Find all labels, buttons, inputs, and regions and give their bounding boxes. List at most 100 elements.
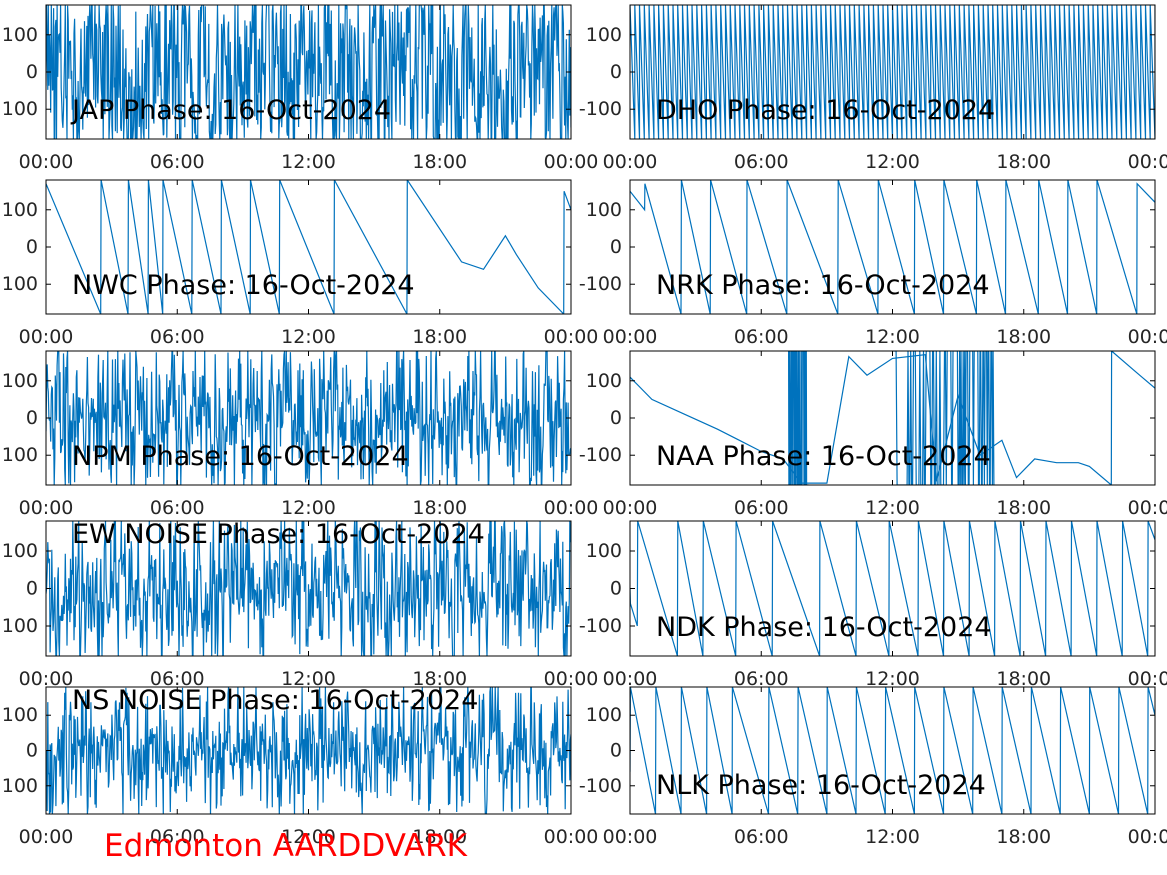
x-tick-label: 18:00 bbox=[996, 497, 1051, 519]
x-tick-label: 18:00 bbox=[412, 668, 467, 690]
panel-nrk: 100 0 -100 00:00 06:00 12:00 18:00 00:00 NRK Pha… bbox=[579, 179, 1167, 348]
x-tick-label: 00:00 bbox=[1128, 326, 1167, 348]
phase-series-ndk bbox=[630, 521, 1155, 656]
phase-series-naa bbox=[630, 351, 1155, 485]
panel-ns-noise: 100 0 100 00:00 06:00 12:00 18:00 00:00 NS NOISE… bbox=[2, 685, 599, 848]
x-tick-label: 06:00 bbox=[150, 826, 205, 848]
phase-series-jap bbox=[46, 5, 571, 139]
y-tick-label: 100 bbox=[586, 370, 622, 392]
x-tick-label: 00:00 bbox=[603, 826, 658, 848]
x-tick-label: 12:00 bbox=[281, 151, 336, 173]
x-tick-label: 18:00 bbox=[412, 326, 467, 348]
panel-ew-noise: 100 0 100 00:00 06:00 12:00 18:00 00:00 EW NOISE… bbox=[2, 519, 599, 690]
x-tick-label: 12:00 bbox=[281, 668, 336, 690]
x-tick-label: 00:00 bbox=[19, 326, 74, 348]
y-tick-label: 0 bbox=[26, 236, 38, 258]
x-tick-label: 00:00 bbox=[1128, 826, 1167, 848]
y-tick-label: 100 bbox=[2, 615, 38, 637]
x-tick-label: 18:00 bbox=[412, 497, 467, 519]
panel-title: NS NOISE Phase: 16-Oct-2024 bbox=[72, 685, 478, 716]
y-tick-label: 0 bbox=[610, 407, 622, 429]
x-tick-label: 06:00 bbox=[150, 151, 205, 173]
y-tick-label: 0 bbox=[26, 407, 38, 429]
y-tick-label: 100 bbox=[2, 704, 38, 726]
y-tick-label: 0 bbox=[610, 61, 622, 83]
x-tick-label: 00:00 bbox=[544, 151, 599, 173]
phase-series-npm bbox=[46, 351, 571, 485]
station-caption: Edmonton AARDDVARK bbox=[104, 828, 468, 864]
x-tick-label: 12:00 bbox=[281, 497, 336, 519]
phase-series-nwc bbox=[46, 180, 571, 314]
y-tick-label: 0 bbox=[26, 578, 38, 600]
x-tick-label: 06:00 bbox=[150, 668, 205, 690]
x-tick-label: 18:00 bbox=[996, 326, 1051, 348]
x-tick-label: 06:00 bbox=[734, 826, 789, 848]
x-tick-label: 06:00 bbox=[150, 497, 205, 519]
y-tick-label: 100 bbox=[586, 24, 622, 46]
x-tick-label: 00:00 bbox=[603, 668, 658, 690]
x-tick-label: 12:00 bbox=[281, 326, 336, 348]
x-tick-label: 18:00 bbox=[996, 668, 1051, 690]
panel-dho: 100 0 -100 00:00 06:00 12:00 18:00 00:00 DHO Pha… bbox=[579, 4, 1167, 173]
y-tick-label: 0 bbox=[610, 740, 622, 762]
x-tick-label: 00:00 bbox=[19, 826, 74, 848]
panel-title: NPM Phase: 16-Oct-2024 bbox=[72, 441, 409, 472]
y-tick-label: 100 bbox=[2, 273, 38, 295]
x-tick-label: 12:00 bbox=[865, 668, 920, 690]
x-tick-label: 06:00 bbox=[734, 326, 789, 348]
y-tick-label: 100 bbox=[2, 24, 38, 46]
phase-series-ew-noise bbox=[46, 521, 571, 656]
phase-series-dho bbox=[630, 5, 1155, 139]
phase-series-nlk bbox=[630, 687, 1155, 814]
y-tick-label: 100 bbox=[2, 775, 38, 797]
y-tick-label: 100 bbox=[586, 704, 622, 726]
x-tick-label: 12:00 bbox=[865, 326, 920, 348]
x-tick-label: 06:00 bbox=[734, 497, 789, 519]
y-tick-label: 100 bbox=[2, 370, 38, 392]
y-tick-label: -100 bbox=[579, 98, 622, 120]
panel-title: NDK Phase: 16-Oct-2024 bbox=[656, 612, 992, 643]
phase-series-ns-noise bbox=[46, 687, 571, 814]
y-tick-label: 0 bbox=[26, 740, 38, 762]
x-tick-label: 00:00 bbox=[603, 326, 658, 348]
y-tick-label: -100 bbox=[579, 444, 622, 466]
x-tick-label: 18:00 bbox=[412, 151, 467, 173]
y-tick-label: 0 bbox=[610, 578, 622, 600]
panel-title: DHO Phase: 16-Oct-2024 bbox=[656, 95, 995, 126]
x-tick-label: 00:00 bbox=[19, 668, 74, 690]
x-tick-label: 12:00 bbox=[865, 497, 920, 519]
x-tick-label: 12:00 bbox=[865, 151, 920, 173]
x-tick-label: 06:00 bbox=[150, 326, 205, 348]
panel-title: EW NOISE Phase: 16-Oct-2024 bbox=[72, 519, 485, 550]
panel-title: NLK Phase: 16-Oct-2024 bbox=[656, 770, 986, 801]
y-tick-label: 100 bbox=[2, 199, 38, 221]
plot-area bbox=[46, 180, 571, 314]
x-tick-label: 06:00 bbox=[734, 668, 789, 690]
panel-nwc: 100 0 100 00:00 06:00 12:00 18:00 00:00 NWC Phas… bbox=[2, 179, 599, 348]
x-tick-label: 00:00 bbox=[1128, 151, 1167, 173]
x-tick-label: 18:00 bbox=[996, 826, 1051, 848]
x-tick-label: 00:00 bbox=[1128, 497, 1167, 519]
x-tick-label: 00:00 bbox=[19, 497, 74, 519]
panel-naa: 100 0 -100 00:00 06:00 12:00 18:00 00:00 NAA Pha… bbox=[579, 350, 1167, 519]
y-tick-label: -100 bbox=[579, 775, 622, 797]
panel-title: NRK Phase: 16-Oct-2024 bbox=[656, 270, 990, 301]
y-tick-label: 0 bbox=[610, 236, 622, 258]
y-tick-label: 0 bbox=[26, 61, 38, 83]
x-tick-label: 00:00 bbox=[603, 151, 658, 173]
panel-npm: 100 0 100 00:00 06:00 12:00 18:00 00:00 NPM Phas… bbox=[2, 350, 598, 519]
x-tick-label: 00:00 bbox=[544, 826, 599, 848]
y-tick-label: 100 bbox=[586, 199, 622, 221]
panel-title: NWC Phase: 16-Oct-2024 bbox=[72, 270, 415, 301]
phase-series-nrk bbox=[630, 180, 1155, 314]
panel-title: JAP Phase: 16-Oct-2024 bbox=[70, 95, 391, 126]
plot-area bbox=[630, 687, 1155, 814]
y-tick-label: 100 bbox=[586, 540, 622, 562]
x-tick-label: 12:00 bbox=[865, 826, 920, 848]
panel-nlk: 100 0 -100 00:00 06:00 12:00 18:00 00:00 NLK Pha… bbox=[579, 686, 1167, 848]
x-tick-label: 00:00 bbox=[544, 326, 599, 348]
x-tick-label: 12:00 bbox=[281, 826, 336, 848]
x-tick-label: 00:00 bbox=[544, 668, 599, 690]
x-tick-label: 18:00 bbox=[412, 826, 467, 848]
y-tick-label: 100 bbox=[2, 540, 38, 562]
